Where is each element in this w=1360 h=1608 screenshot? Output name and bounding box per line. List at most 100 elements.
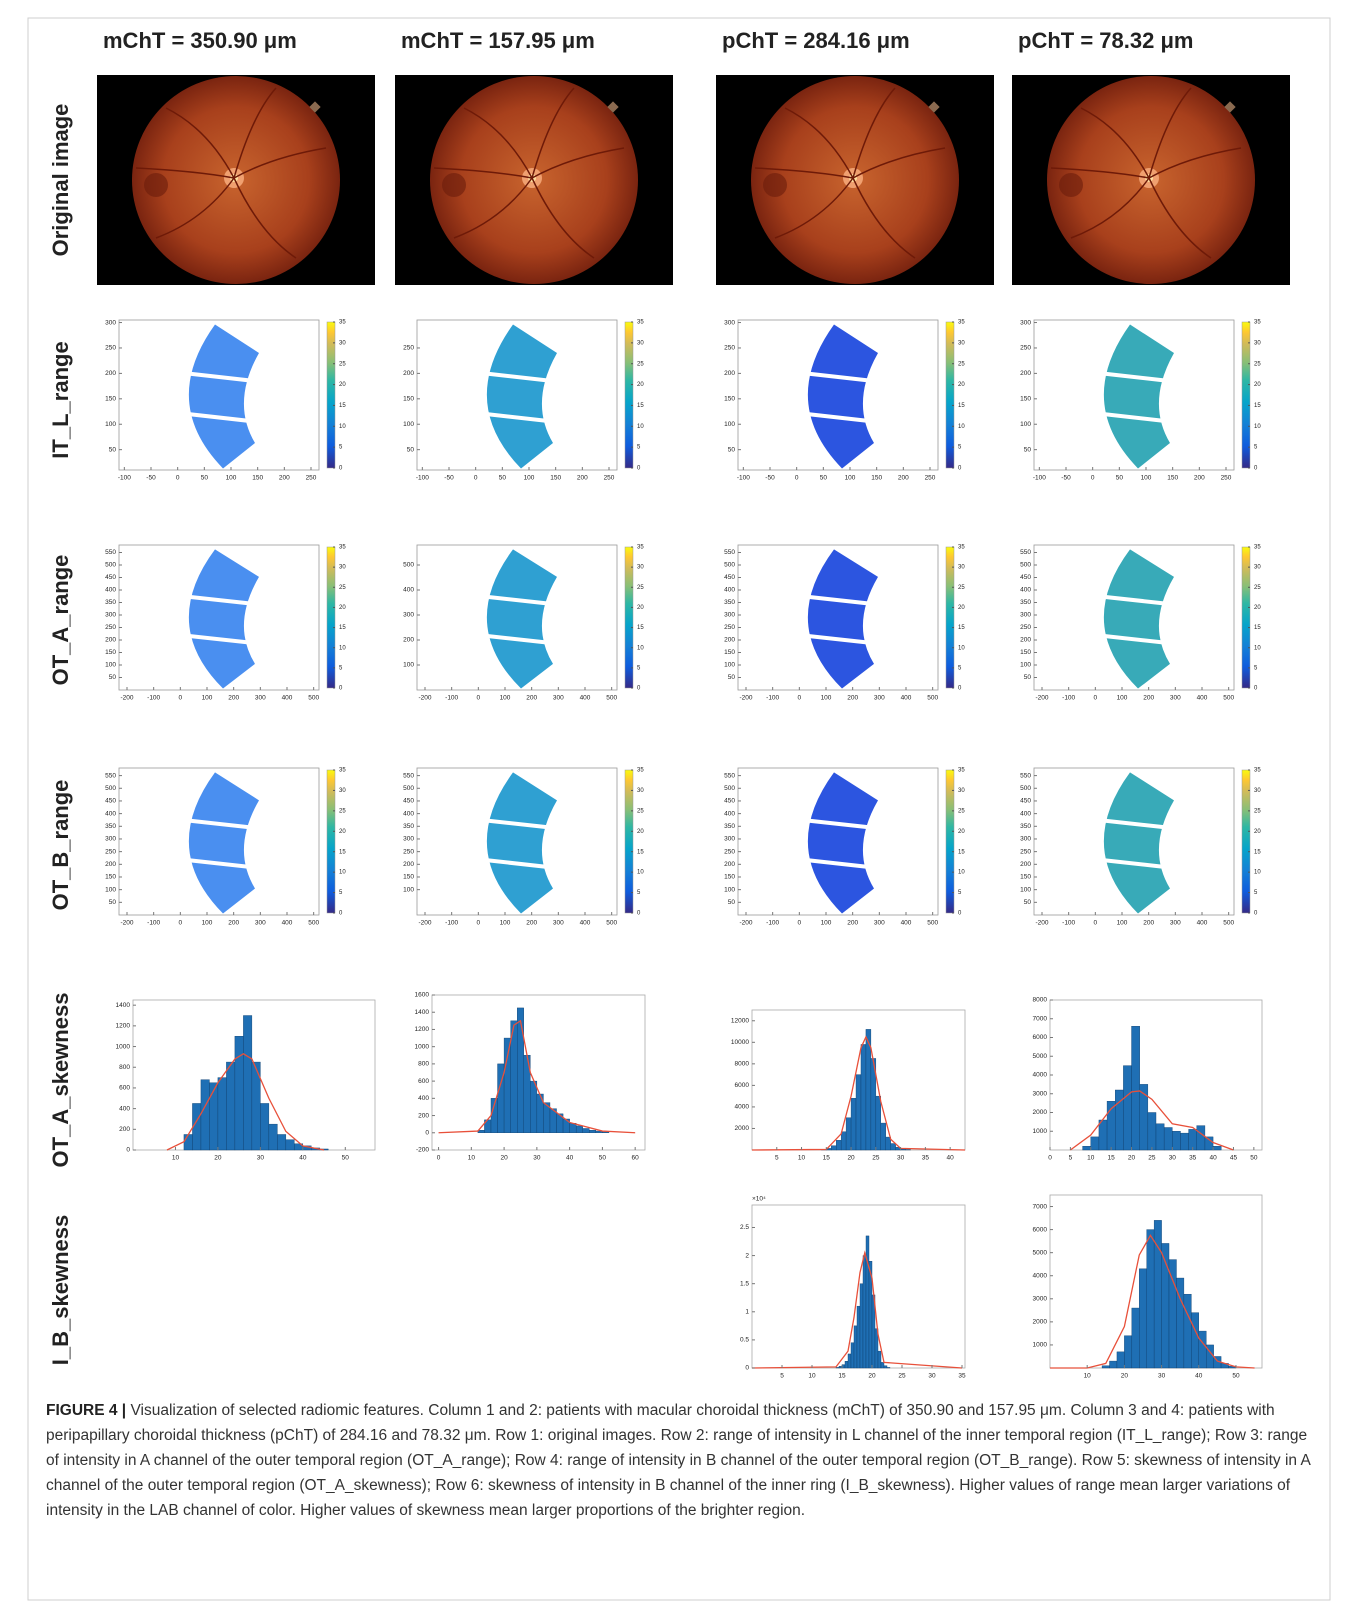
colorbar-tick-label: 0 [958,466,962,472]
histogram-bar [575,1125,583,1133]
x-tick-label: 100 [500,920,511,927]
colorbar-tick-label: 30 [637,340,644,346]
histogram-bar [1131,1307,1140,1369]
x-tick-label: 100 [524,475,535,482]
x-tick-label: 0 [179,920,183,927]
map-region [486,772,557,914]
y-tick-label: 50 [407,446,415,453]
y-tick-label: 200 [1020,637,1031,644]
y-tick-label: 6000 [1033,1226,1048,1233]
colorbar [945,546,955,689]
x-tick-label: 300 [255,695,266,702]
column-header: mChT = 350.90 μm [103,28,297,53]
y-tick-label: 12000 [731,1017,749,1024]
y-tick-label: 250 [724,345,735,352]
x-tick-label: 200 [577,475,588,482]
macula [763,173,787,197]
vessel [852,87,896,179]
y-tick-label: 450 [403,798,414,805]
colorbar-tick-label: 35 [637,545,644,551]
colorbar-tick-label: 20 [339,829,346,835]
x-tick-label: 400 [580,920,591,927]
fit-curve [1069,1090,1234,1151]
x-tick-label: -200 [120,695,133,702]
y-tick-label: 450 [1020,574,1031,581]
y-tick-label: 250 [1020,848,1031,855]
y-tick-label: -200 [416,1147,429,1154]
x-tick-label: 30 [897,1155,905,1162]
x-tick-label: 250 [306,475,317,482]
x-tick-label: 0 [798,695,802,702]
histogram-bar [260,1103,270,1151]
y-tick-label: 0 [425,1129,429,1136]
x-tick-label: 50 [201,475,209,482]
y-tick-label: 3000 [1033,1296,1048,1303]
x-tick-label: -50 [1061,475,1071,482]
colorbar-tick-label: 5 [637,665,641,671]
y-tick-label: 200 [1020,370,1031,377]
map-region [807,324,878,469]
y-tick-label: 300 [724,612,735,619]
x-tick-label: 200 [898,475,909,482]
y-tick-label: 200 [119,1126,130,1133]
histogram-bar [877,1350,882,1369]
x-tick-label: 300 [874,920,885,927]
y-tick-label: 150 [1020,874,1031,881]
y-tick-label: 300 [105,836,116,843]
y-tick-label: 100 [105,886,116,893]
x-tick-label: 100 [821,920,832,927]
histogram-bar [1198,1330,1207,1369]
histogram-bar [582,1128,590,1133]
histogram-bar [183,1134,193,1151]
y-tick-label: 1600 [415,992,430,999]
x-tick-label: -50 [444,475,454,482]
x-tick-label: 400 [1197,695,1208,702]
y-tick-label: 2.5 [740,1224,749,1231]
y-tick-label: 200 [403,370,414,377]
colorbar-tick-label: 10 [339,870,346,876]
x-tick-label: 25 [872,1155,880,1162]
colorbar-tick-label: 35 [958,320,965,326]
y-tick-label: 250 [403,345,414,352]
x-tick-label: -100 [118,475,131,482]
y-tick-label: 250 [105,624,116,631]
y-tick-label: 50 [1024,446,1032,453]
x-tick-label: 200 [847,920,858,927]
colorbar-tick-label: 35 [958,545,965,551]
y-tick-label: 4000 [1033,1272,1048,1279]
histogram-bar [856,1305,861,1369]
y-tick-label: 250 [105,848,116,855]
y-tick-label: 200 [724,637,735,644]
y-tick-label: 50 [728,674,736,681]
x-tick-label: 35 [922,1155,930,1162]
colorbar-tick-label: 15 [637,403,644,409]
y-tick-label: 250 [724,848,735,855]
colorbar-tick-label: 0 [958,686,962,692]
y-tick-label: 350 [1020,823,1031,830]
x-tick-label: 20 [500,1155,508,1162]
colorbar-tick-label: 0 [958,911,962,917]
colorbar-tick-label: 25 [958,808,965,814]
y-tick-label: 100 [1020,421,1031,428]
caption-box: FIGURE 4 | Visualization of selected rad… [46,1402,1310,1519]
x-tick-label: 25 [898,1373,906,1380]
colorbar-tick-label: 30 [637,788,644,794]
y-tick-label: 2 [745,1252,749,1259]
histogram-bar [1098,1119,1108,1151]
y-tick-label: 150 [1020,649,1031,656]
histogram-bar [1131,1026,1140,1151]
y-tick-label: 500 [105,562,116,569]
y-tick-label: 100 [1020,662,1031,669]
vessel [135,167,235,179]
x-tick-label: 100 [845,475,856,482]
x-tick-label: 40 [299,1155,307,1162]
colorbar-tick-label: 35 [637,768,644,774]
y-tick-label: 800 [418,1061,429,1068]
colorbar-tick-label: 15 [1254,403,1261,409]
colorbar-tick-label: 0 [637,911,641,917]
colorbar-tick-label: 15 [1254,625,1261,631]
map-gap [797,632,879,646]
colorbar-tick-label: 10 [1254,870,1261,876]
x-tick-label: 15 [1108,1155,1116,1162]
map-gap [797,817,879,831]
